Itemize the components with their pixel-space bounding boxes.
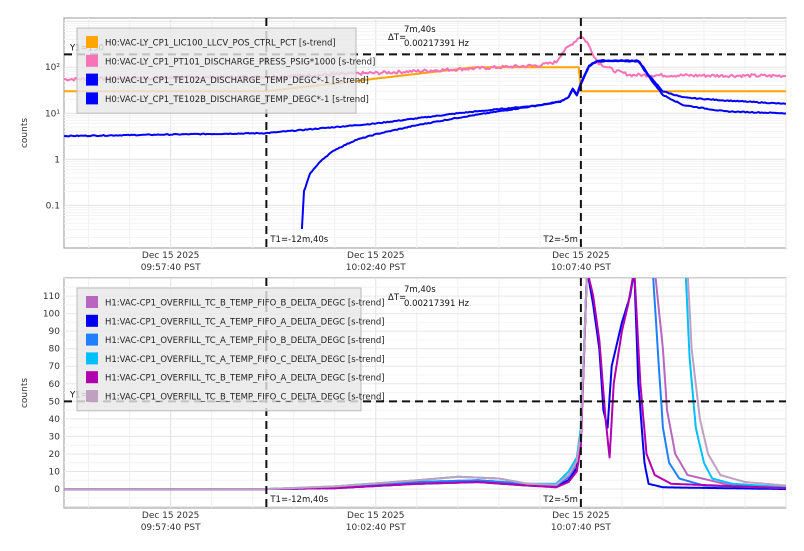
series-group (64, 278, 786, 491)
bottom-plot[interactable]: 0 10 20 30 40 50 60 70 80 90 100 110 counts Dec 15 20… (20, 270, 787, 533)
legend-swatch (86, 333, 98, 346)
legend[interactable]: H1:VAC-CP1_OVERFILL_TC_B_TEMP_FIFO_B_DEL… (76, 287, 385, 412)
t2-cursor-label: T2=-5m (542, 495, 577, 505)
delta-t-value: 7m,40s (404, 285, 436, 295)
x-tick-time: 10:07:40 PST (551, 523, 611, 533)
x-tick-time: 10:02:40 PST (346, 263, 406, 273)
legend-entry[interactable]: H1:VAC-CP1_OVERFILL_TC_A_TEMP_FIFO_B_DEL… (105, 336, 385, 346)
y-tick-label: 60 (49, 380, 61, 390)
delta-t-label: ΔT= (388, 33, 406, 43)
y-tick-label: 110 (43, 292, 60, 302)
t1-cursor-label: T1=-12m,40s (269, 235, 328, 245)
legend-entry[interactable]: H0:VAC-LY_CP1_LIC100_LLCV_POS_CTRL_PCT [… (105, 39, 336, 49)
legend[interactable]: H0:VAC-LY_CP1_LIC100_LLCV_POS_CTRL_PCT [… (76, 27, 375, 114)
y-tick-label: 20 (49, 450, 61, 460)
y-tick-label: 80 (49, 345, 61, 355)
legend-swatch (86, 54, 98, 67)
y-tick-label: 10² (45, 63, 60, 73)
x-tick-time: 10:07:40 PST (551, 263, 611, 273)
legend-swatch (86, 36, 98, 48)
y-tick-label: 10¹ (45, 109, 60, 119)
x-tick-date: Dec 15 2025 (552, 251, 610, 261)
y-tick-label: 1 (54, 155, 60, 165)
t2-cursor-label: T2=-5m (542, 235, 577, 245)
delta-t-label: ΔT= (388, 293, 406, 303)
delta-t-frequency: 0.00217391 Hz (404, 39, 469, 49)
legend-swatch (86, 371, 98, 384)
series-line-5 (64, 278, 786, 491)
legend-entry[interactable]: H1:VAC-CP1_OVERFILL_TC_B_TEMP_FIFO_C_DEL… (105, 393, 385, 403)
y-tick-label: 0 (54, 485, 60, 495)
x-tick-date: Dec 15 2025 (347, 251, 405, 261)
y-tick-label: 10 (49, 468, 61, 478)
legend-swatch (86, 352, 98, 365)
legend-swatch (86, 314, 98, 327)
delta-t-frequency: 0.00217391 Hz (404, 299, 469, 309)
y-tick-label: 50 (49, 397, 61, 407)
legend-entry[interactable]: H0:VAC-LY_CP1_TE102A_DISCHARGE_TEMP_DEGC… (105, 76, 369, 86)
y-axis-label: counts (20, 378, 30, 408)
y-axis-label: counts (20, 118, 30, 148)
y-tick-label: 30 (49, 432, 61, 442)
y-tick-label: 70 (49, 362, 61, 372)
legend-entry[interactable]: H1:VAC-CP1_OVERFILL_TC_B_TEMP_FIFO_A_DEL… (105, 374, 385, 384)
y-tick-label: 40 (49, 415, 61, 425)
y-tick-label: 90 (49, 327, 61, 337)
x-tick-date: Dec 15 2025 (142, 251, 200, 261)
t1-cursor-label: T1=-12m,40s (269, 495, 328, 505)
legend-entry[interactable]: H0:VAC-LY_CP1_TE102B_DISCHARGE_TEMP_DEGC… (105, 95, 369, 105)
legend-swatch (86, 73, 98, 86)
x-tick-time: 10:02:40 PST (346, 523, 406, 533)
legend-box (76, 27, 357, 114)
legend-swatch (86, 92, 98, 105)
x-tick-date: Dec 15 2025 (347, 511, 405, 521)
y-tick-label: 100 (43, 310, 60, 320)
legend-entry[interactable]: H0:VAC-LY_CP1_PT101_DISCHARGE_PRESS_PSIG… (105, 57, 375, 67)
x-tick-time: 09:57:40 PST (141, 523, 201, 533)
y-tick-label: 0.1 (46, 201, 60, 211)
x-tick-date: Dec 15 2025 (142, 511, 200, 521)
legend-entry[interactable]: H1:VAC-CP1_OVERFILL_TC_A_TEMP_FIFO_C_DEL… (105, 355, 385, 365)
legend-entry[interactable]: H1:VAC-CP1_OVERFILL_TC_B_TEMP_FIFO_B_DEL… (105, 299, 385, 309)
x-tick-date: Dec 15 2025 (552, 511, 610, 521)
x-tick-time: 09:57:40 PST (141, 263, 201, 273)
delta-t-value: 7m,40s (404, 25, 436, 35)
series-line-3 (300, 59, 786, 230)
top-plot[interactable]: 10² 10¹ 1 0.1 counts Dec 15 2025 09:57:40 PST D… (20, 17, 787, 273)
legend-entry[interactable]: H1:VAC-CP1_OVERFILL_TC_A_TEMP_FIFO_A_DEL… (105, 317, 385, 327)
legend-box (76, 287, 362, 412)
legend-swatch (86, 296, 98, 308)
series-line-2 (64, 59, 786, 138)
legend-swatch (86, 390, 98, 402)
